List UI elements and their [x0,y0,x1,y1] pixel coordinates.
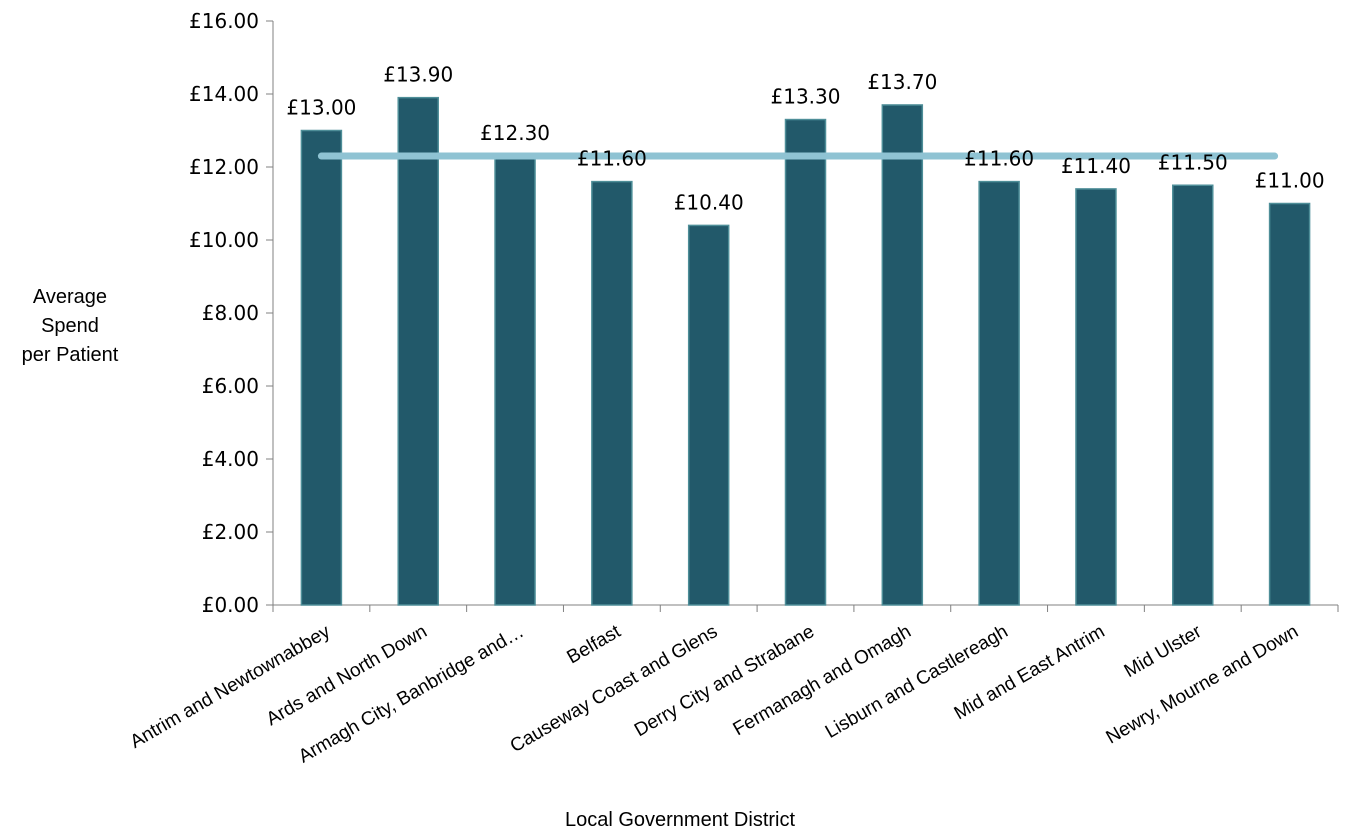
bar-data-label: £11.00 [1255,169,1325,193]
y-axis-title-line: Spend [41,315,99,337]
x-axis-title: Local Government District [565,809,796,831]
x-tick-label: Antrim and Newtownabbey [127,621,335,753]
bar [1268,202,1311,606]
bar [397,96,439,606]
y-tick-label: £6.00 [202,374,259,398]
bar [881,104,924,606]
bar-data-label: £13.00 [286,96,356,120]
bar-data-label: £13.70 [867,70,937,94]
bar-data-label: £11.40 [1061,154,1131,178]
y-tick-label: £12.00 [189,155,259,179]
y-axis-title-line: per Patient [22,344,119,366]
bar [591,180,633,606]
bar [494,155,536,606]
y-axis-title: Average Spend per Patient [22,286,119,366]
bar-data-label: £12.30 [480,121,550,145]
x-tick-label: Lisburn and Castlereagh [822,621,1012,743]
bar [687,224,730,606]
x-tick-label: Derry City and Strabane [631,621,818,741]
bar [1075,188,1117,606]
bar [978,180,1020,606]
x-tick-label: Ards and North Down [263,621,431,730]
y-tick-label: £0.00 [202,593,259,617]
bar [1172,184,1214,606]
x-tick-label: Fermanagh and Omagh [730,621,915,740]
y-tick-label: £4.00 [202,447,259,471]
x-tick-label: Mid Ulster [1121,621,1206,682]
bar [784,118,827,606]
bar [300,129,343,606]
y-tick-label: £2.00 [202,520,259,544]
x-axis [272,604,1339,612]
y-tick-label: £10.00 [189,228,259,252]
bar-data-label: £13.30 [771,85,841,109]
y-axis-title-line: Average [33,286,107,308]
bar-data-label: £11.60 [577,147,647,171]
bar-data-label: £10.40 [674,190,744,214]
data-labels: £13.00 £13.90 £12.30 £11.60 £10.40 £13.30 £13.… [286,63,1324,215]
bars [300,96,1311,606]
y-tick-label: £16.00 [189,9,259,33]
y-tick-label: £8.00 [202,301,259,325]
bar-data-label: £11.60 [964,147,1034,171]
x-tick-label: Belfast [564,621,625,669]
bar-data-label: £13.90 [383,63,453,87]
bar-data-label: £11.50 [1158,150,1228,174]
y-axis: £0.00 £2.00 £4.00 £6.00 £8.00 £10.00 £12.00 £14… [189,9,274,617]
y-tick-label: £14.00 [189,82,259,106]
